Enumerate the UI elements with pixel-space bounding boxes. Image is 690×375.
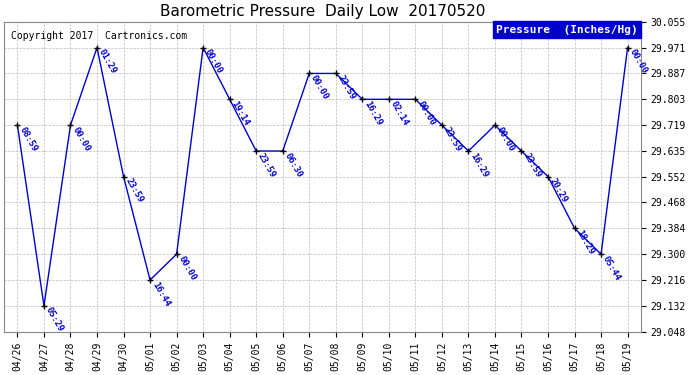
Title: Barometric Pressure  Daily Low  20170520: Barometric Pressure Daily Low 20170520 xyxy=(160,4,485,19)
Text: 23:59: 23:59 xyxy=(522,151,543,179)
Text: 16:29: 16:29 xyxy=(362,99,384,127)
Text: 00:00: 00:00 xyxy=(177,254,198,282)
Text: 18:29: 18:29 xyxy=(575,228,595,256)
Text: 19:14: 19:14 xyxy=(230,99,251,127)
Text: 23:59: 23:59 xyxy=(336,74,357,101)
Text: 02:14: 02:14 xyxy=(389,99,410,127)
Text: 01:29: 01:29 xyxy=(97,48,118,75)
Text: 06:30: 06:30 xyxy=(283,151,304,179)
Text: 20:29: 20:29 xyxy=(548,177,569,204)
Text: Pressure  (Inches/Hg): Pressure (Inches/Hg) xyxy=(496,25,638,35)
Text: 00:00: 00:00 xyxy=(70,125,92,153)
Text: 16:29: 16:29 xyxy=(469,151,490,179)
Text: 23:59: 23:59 xyxy=(442,125,463,153)
Text: 00:00: 00:00 xyxy=(628,48,649,75)
Text: 23:59: 23:59 xyxy=(124,177,145,204)
Text: 05:29: 05:29 xyxy=(44,306,65,334)
Text: 16:44: 16:44 xyxy=(150,280,171,308)
Text: 05:44: 05:44 xyxy=(601,254,622,282)
Text: 00:00: 00:00 xyxy=(309,74,331,101)
Text: 00:00: 00:00 xyxy=(415,99,437,127)
Text: 00:00: 00:00 xyxy=(495,125,516,153)
Text: 00:00: 00:00 xyxy=(203,48,224,75)
Text: 23:59: 23:59 xyxy=(256,151,277,179)
Text: Copyright 2017  Cartronics.com: Copyright 2017 Cartronics.com xyxy=(10,31,187,41)
Text: 08:59: 08:59 xyxy=(17,125,39,153)
